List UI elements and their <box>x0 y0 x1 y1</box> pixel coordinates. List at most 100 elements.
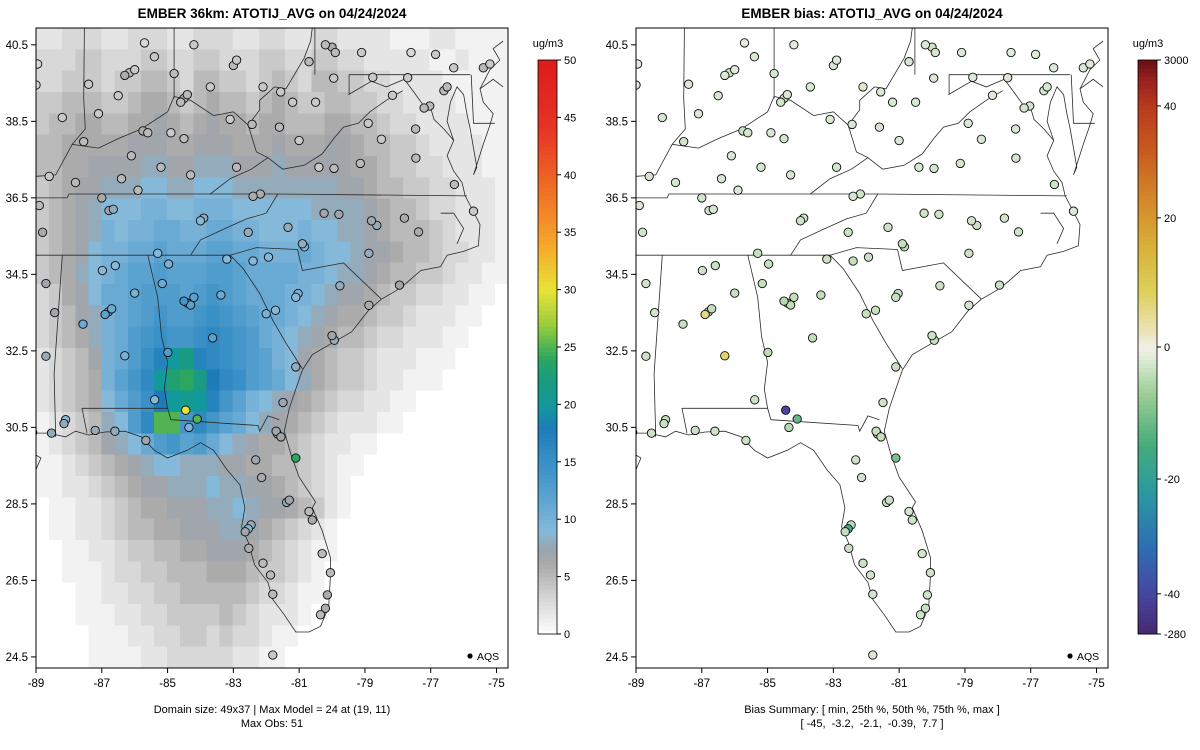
station-dot <box>291 292 301 302</box>
station-dot <box>319 208 329 218</box>
aqs-legend-label: AQS <box>477 651 499 663</box>
station-dot <box>743 128 753 138</box>
station-dot <box>987 90 998 100</box>
station-dot <box>876 432 886 442</box>
station-dot <box>334 209 344 219</box>
station-dot <box>107 304 117 314</box>
border-path <box>790 193 879 256</box>
station-dot <box>225 114 235 125</box>
station-dot <box>327 330 337 341</box>
station-dot <box>636 200 644 211</box>
station-dot <box>894 135 904 146</box>
station-dot <box>315 610 326 620</box>
station-dot <box>876 87 886 97</box>
station-dot <box>851 455 861 465</box>
station-dot <box>46 428 57 438</box>
right-caption-line2: [ -45, -3.2, -2.1, -0.39, 7.7 ] <box>800 718 944 730</box>
aqs-legend: AQS <box>467 651 499 663</box>
station-dot <box>310 97 321 107</box>
station-dot <box>133 185 143 195</box>
colorbar-tick-label: 5 <box>564 572 570 584</box>
station-dot <box>781 405 791 415</box>
station-dot <box>956 47 967 58</box>
station-dot <box>915 610 926 620</box>
station-dot <box>710 426 720 436</box>
station-dot <box>149 52 160 62</box>
station-dot <box>169 68 179 79</box>
station-dot <box>733 185 743 195</box>
station-dot <box>36 200 44 211</box>
station-dot <box>650 307 660 318</box>
station-dot <box>368 72 378 82</box>
station-dot <box>59 418 69 429</box>
station-dot <box>276 432 286 442</box>
station-dot <box>256 472 267 483</box>
station-dot <box>322 590 333 600</box>
station-dot <box>878 397 888 408</box>
colorbar-tick-label: 20 <box>1164 213 1176 225</box>
station-dot <box>670 177 681 188</box>
station-dot <box>707 304 717 314</box>
left-colorbar: 0 5 10 15 20 25 30 35 40 45 50 <box>537 55 576 641</box>
y-tick-label: 32.5 <box>606 346 628 358</box>
x-tick-label: -89 <box>28 678 45 690</box>
station-dot <box>325 568 336 578</box>
station-dot <box>258 82 268 92</box>
station-dot <box>44 171 54 182</box>
border-path <box>348 74 471 95</box>
station-dot <box>307 515 317 525</box>
station-dot <box>863 252 874 262</box>
colorbar-tick-label: 45 <box>564 112 576 124</box>
x-tick-label: -87 <box>93 678 110 690</box>
station-dot <box>449 179 460 190</box>
station-dot <box>244 543 254 553</box>
station-dot <box>976 134 987 144</box>
station-dot <box>891 362 901 372</box>
border-path <box>747 255 769 409</box>
station-dot <box>207 333 218 343</box>
border-path <box>1079 40 1104 89</box>
station-dot <box>935 281 945 291</box>
border-path <box>636 193 1067 199</box>
station-dot <box>468 206 479 216</box>
station-dot <box>726 151 737 161</box>
y-tick-label: 24.5 <box>6 652 28 664</box>
station-dot <box>120 70 130 81</box>
station-dot <box>79 136 89 147</box>
station-dot <box>904 57 914 67</box>
aqs-legend-dot-icon <box>467 653 473 659</box>
y-tick-label: 32.5 <box>6 346 28 358</box>
station-dot <box>222 254 232 264</box>
border-path <box>810 125 869 195</box>
station-dot <box>329 163 339 174</box>
y-tick-label: 30.5 <box>6 422 28 434</box>
border-path <box>829 254 903 370</box>
station-dot <box>258 558 268 568</box>
station-dot <box>891 453 901 463</box>
station-dot <box>929 73 939 83</box>
station-dot <box>376 134 387 144</box>
station-dot <box>205 82 215 92</box>
station-dot <box>1068 206 1079 216</box>
station-dot <box>622 395 630 403</box>
station-dot <box>110 426 120 436</box>
station-dot <box>364 300 374 310</box>
border-path <box>1040 212 1065 244</box>
station-dot <box>156 162 166 172</box>
station-dot <box>713 91 723 101</box>
station-dot <box>195 216 206 226</box>
station-dot <box>157 278 167 289</box>
y-tick-label: 40.5 <box>6 40 28 52</box>
station-dot <box>756 162 766 172</box>
border-path <box>190 193 279 256</box>
station-dot <box>720 70 730 81</box>
station-dot <box>856 472 867 483</box>
station-dot <box>636 80 641 90</box>
station-dot <box>784 422 794 433</box>
station-dot <box>150 395 160 405</box>
colorbar-tick-label: 10 <box>564 514 576 526</box>
station-dot <box>779 133 789 144</box>
station-dot <box>304 506 314 517</box>
colorbar-tick-label: -40 <box>1164 589 1180 601</box>
